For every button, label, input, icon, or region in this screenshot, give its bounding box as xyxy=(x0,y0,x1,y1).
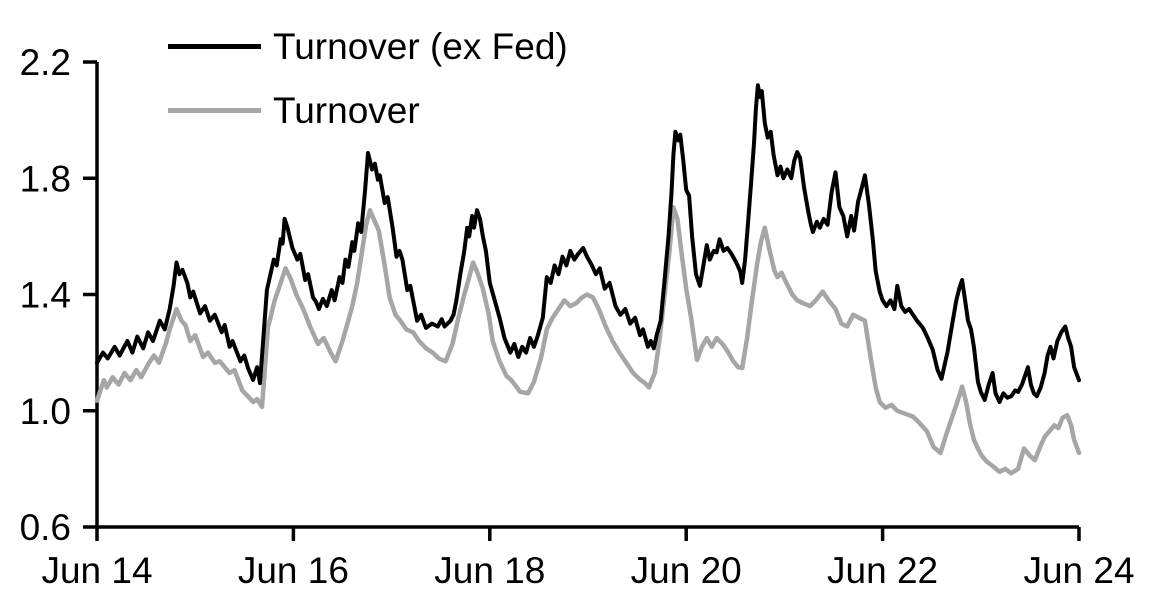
x-axis-tick-label: Jun 16 xyxy=(238,550,349,591)
y-axis-tick-label: 1.8 xyxy=(20,158,71,199)
series-line-turnover-ex-fed xyxy=(95,83,1081,404)
y-axis-tick-label: 1.0 xyxy=(20,391,71,432)
y-axis-tick-label: 1.4 xyxy=(20,275,71,316)
legend-item-turnover: Turnover xyxy=(168,88,420,132)
x-axis-tick-label: Jun 14 xyxy=(41,550,152,591)
chart-legend: Turnover (ex Fed) Turnover xyxy=(168,0,728,150)
legend-label-turnover: Turnover xyxy=(273,89,420,131)
legend-line-gray xyxy=(168,107,261,113)
x-axis-tick-label: Jun 20 xyxy=(631,550,742,591)
series-line-turnover xyxy=(94,205,1082,476)
x-axis-tick-label: Jun 22 xyxy=(827,550,938,591)
legend-line-black xyxy=(168,43,261,49)
y-axis-tick-label: 0.6 xyxy=(20,507,71,548)
x-axis-tick-label: Jun 18 xyxy=(434,550,545,591)
legend-label-turnover-ex-fed: Turnover (ex Fed) xyxy=(273,25,568,67)
x-axis-tick-label: Jun 24 xyxy=(1023,550,1134,591)
legend-item-turnover-ex-fed: Turnover (ex Fed) xyxy=(168,24,568,68)
y-axis-tick-label: 2.2 xyxy=(20,42,71,83)
